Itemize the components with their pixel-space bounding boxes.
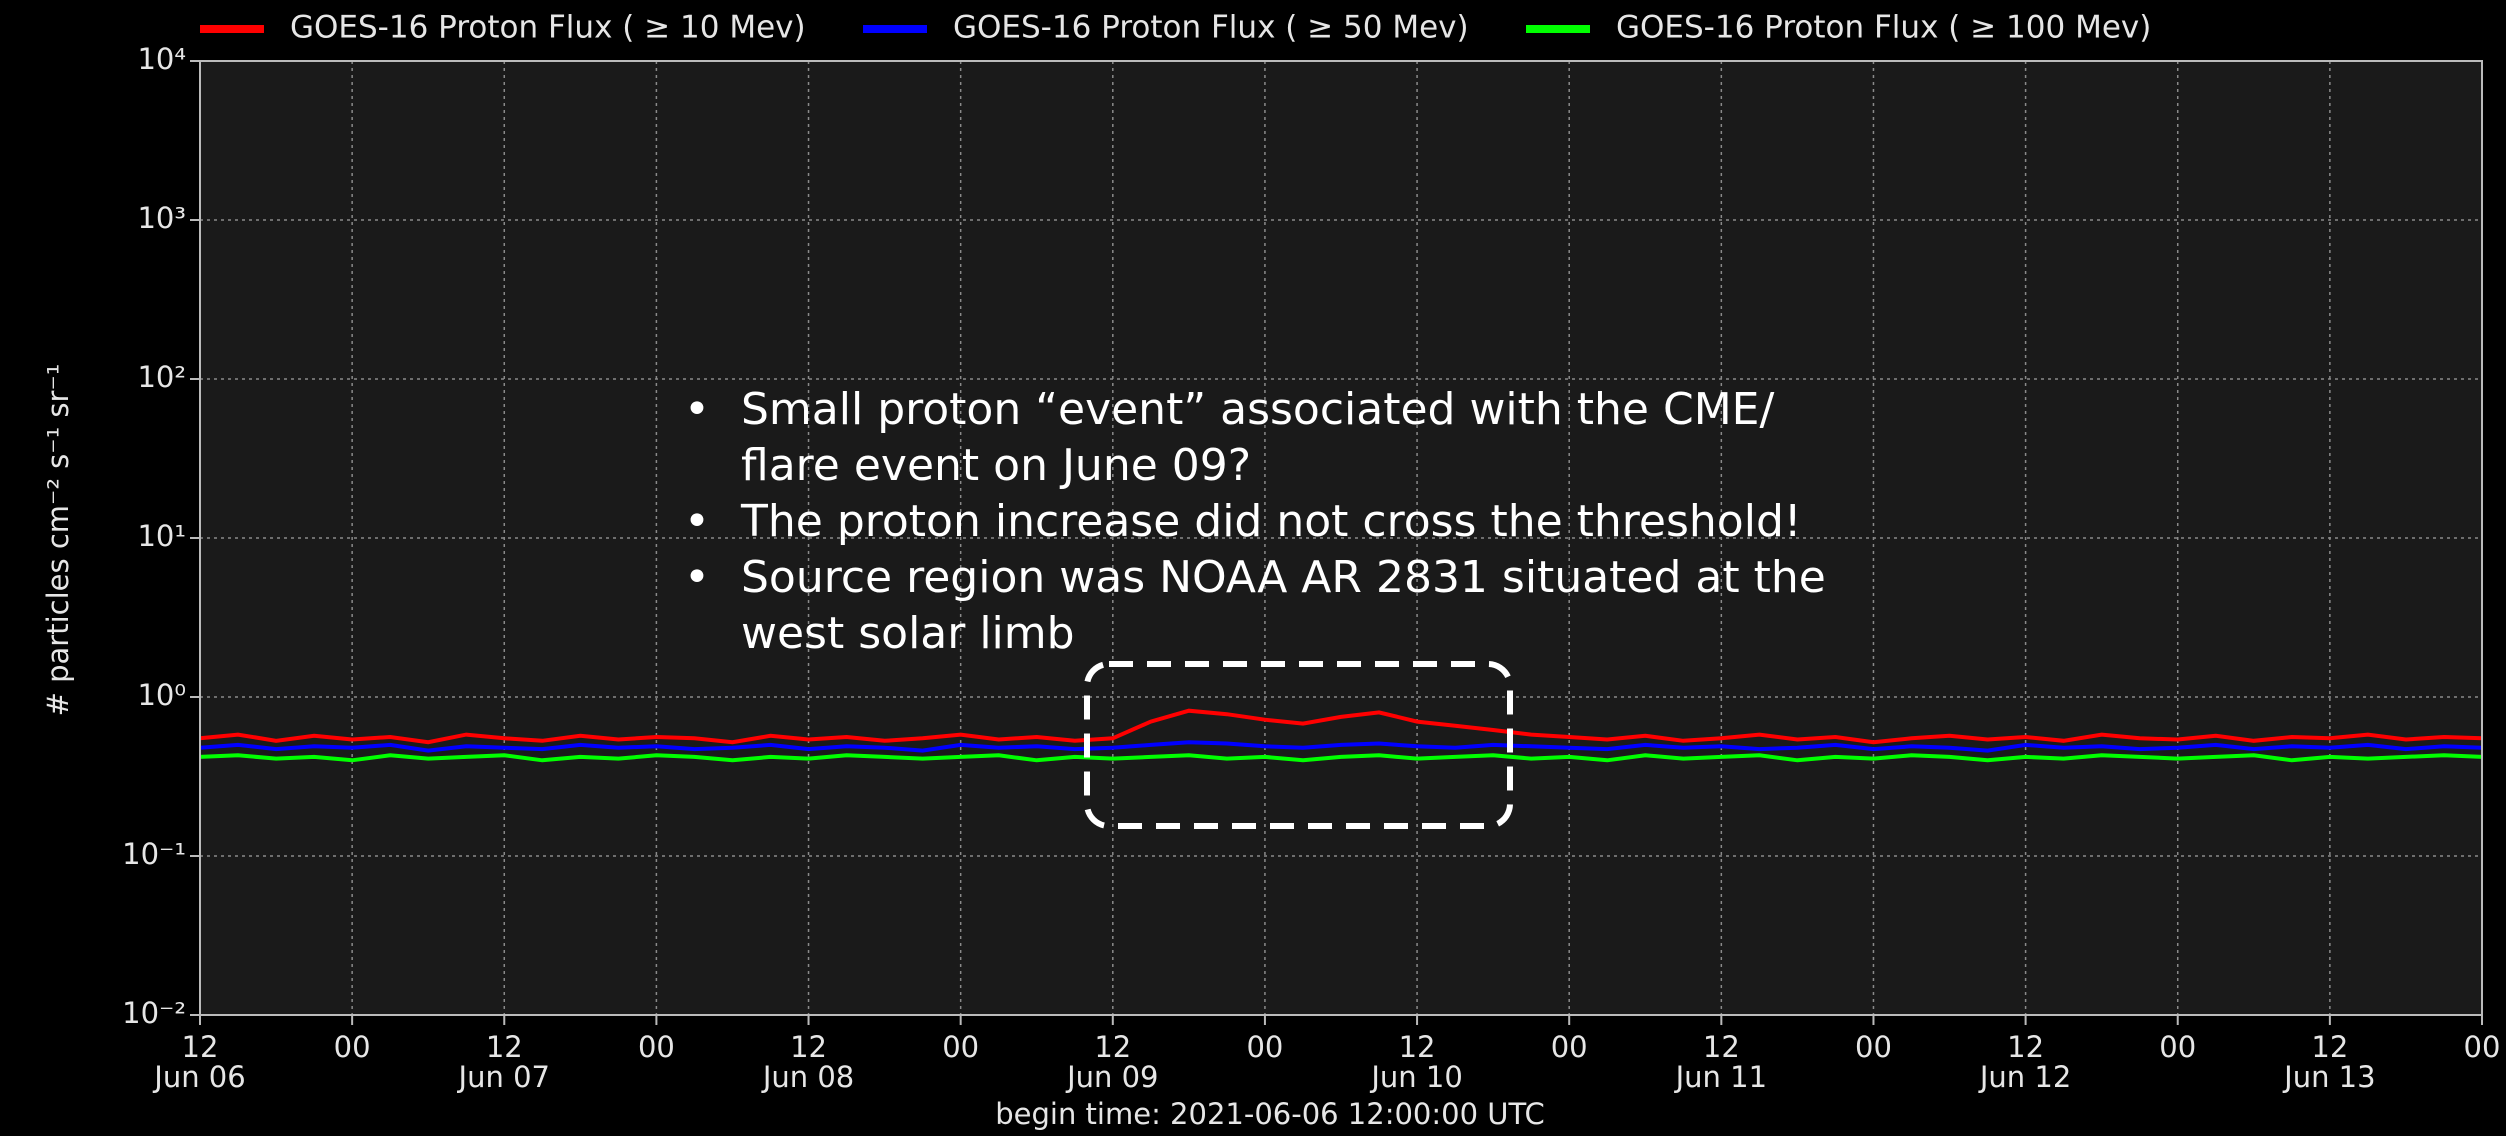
y-tick-label: 10³ — [137, 201, 186, 235]
x-tick-label: 00 — [334, 1030, 371, 1064]
legend-label: GOES-16 Proton Flux ( ≥ 10 Mev) — [290, 10, 806, 46]
x-tick-date: Jun 12 — [1978, 1060, 2071, 1094]
highlight-box — [1084, 661, 1513, 829]
x-axis-label: begin time: 2021-06-06 12:00:00 UTC — [995, 1097, 1545, 1131]
y-tick-label: 10⁰ — [137, 678, 186, 712]
x-tick-label: 12 — [182, 1030, 219, 1064]
annotation: • Small proton “event” associated with th… — [684, 384, 1826, 659]
legend-label: GOES-16 Proton Flux ( ≥ 50 Mev) — [953, 10, 1469, 46]
x-tick-label: 00 — [1855, 1030, 1892, 1064]
annotation-line: west solar limb — [741, 608, 1075, 659]
x-tick-label: 00 — [1246, 1030, 1283, 1064]
y-tick-label: 10⁻¹ — [122, 837, 186, 871]
x-tick-label: 00 — [2464, 1030, 2501, 1064]
x-tick-label: 12 — [790, 1030, 827, 1064]
x-tick-date: Jun 10 — [1369, 1060, 1462, 1094]
y-tick-label: 10¹ — [137, 519, 186, 553]
annotation-line: Source region was NOAA AR 2831 situated … — [741, 552, 1826, 603]
x-tick-label: 12 — [1703, 1030, 1740, 1064]
x-tick-label: 00 — [1551, 1030, 1588, 1064]
x-tick-date: Jun 09 — [1065, 1060, 1158, 1094]
series-line — [199, 708, 2483, 745]
y-tick-label: 10⁻² — [122, 996, 186, 1030]
x-tick-label: 00 — [942, 1030, 979, 1064]
x-tick-label: 12 — [1094, 1030, 1131, 1064]
annotation-line: The proton increase did not cross the th… — [740, 496, 1802, 547]
x-tick-label: 00 — [2159, 1030, 2196, 1064]
bullet: • — [684, 496, 710, 547]
x-tick-label: 00 — [638, 1030, 675, 1064]
y-tick-label: 10⁴ — [137, 42, 186, 76]
x-tick-label: 12 — [2311, 1030, 2348, 1064]
y-tick-label: 10² — [137, 360, 186, 394]
x-tick-date: Jun 08 — [761, 1060, 854, 1094]
annotation-line: flare event on June 09? — [741, 440, 1251, 491]
series-line — [199, 740, 2483, 753]
x-tick-date: Jun 06 — [152, 1060, 245, 1094]
x-tick-label: 12 — [1399, 1030, 1436, 1064]
x-tick-label: 12 — [486, 1030, 523, 1064]
x-tick-label: 12 — [2007, 1030, 2044, 1064]
series-line — [199, 753, 2483, 763]
y-axis-label: # particles cm⁻² s⁻¹ sr⁻¹ — [41, 364, 75, 717]
series-lines — [199, 708, 2483, 763]
x-tick-date: Jun 07 — [457, 1060, 550, 1094]
legend-label: GOES-16 Proton Flux ( ≥ 100 Mev) — [1616, 10, 2151, 46]
bullet: • — [684, 384, 710, 435]
annotation-line: Small proton “event” associated with the… — [741, 384, 1774, 435]
x-tick-date: Jun 13 — [2282, 1060, 2375, 1094]
bullet: • — [684, 552, 710, 603]
x-tick-date: Jun 11 — [1674, 1060, 1767, 1094]
